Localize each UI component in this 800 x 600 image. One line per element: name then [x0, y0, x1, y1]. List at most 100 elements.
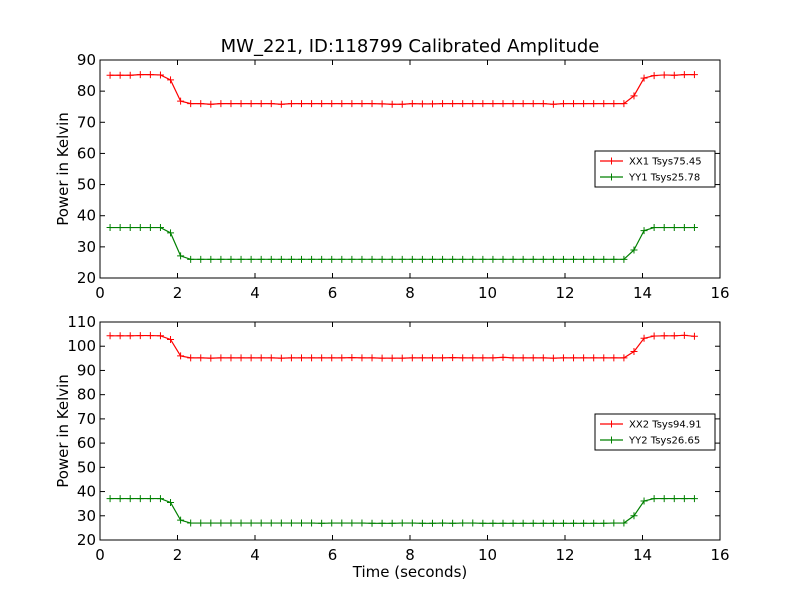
data-point-marker [338, 354, 346, 362]
data-point-marker [388, 255, 396, 263]
legend-label: XX1 Tsys75.45 [629, 157, 702, 168]
data-point-marker [459, 519, 467, 527]
data-point-marker [197, 519, 205, 527]
x-tick-label: 14 [633, 284, 652, 302]
data-point-marker [136, 332, 144, 340]
x-tick-label: 0 [95, 284, 105, 302]
data-point-marker [287, 354, 295, 362]
bottom-plot: 0 2 4 6 8 10 12 14 16 20 30 40 50 60 70 80 90 100 110 Power… [54, 313, 730, 581]
data-point-marker [509, 255, 517, 263]
data-point-marker [559, 519, 567, 527]
data-point-marker [418, 255, 426, 263]
x-tick-label: 10 [478, 546, 497, 564]
data-point-marker [177, 352, 185, 360]
data-point-marker [277, 255, 285, 263]
data-point-marker [489, 255, 497, 263]
y-tick-label: 100 [67, 337, 96, 355]
data-point-marker [620, 519, 628, 527]
data-point-marker [408, 255, 416, 263]
y-tick-label: 40 [77, 483, 96, 501]
y-tick-label: 30 [77, 238, 96, 256]
data-point-marker [439, 354, 447, 362]
data-point-marker [308, 100, 316, 108]
data-point-marker [660, 71, 668, 79]
data-point-marker [469, 519, 477, 527]
data-point-marker [187, 100, 195, 108]
data-point-marker [156, 332, 164, 340]
data-point-marker [680, 71, 688, 79]
data-point-marker [570, 255, 578, 263]
data-point-marker [156, 224, 164, 232]
data-point-marker [449, 354, 457, 362]
series-yy1-tsys25-78 [106, 224, 698, 263]
data-point-marker [167, 335, 175, 343]
data-point-marker [418, 100, 426, 108]
data-point-marker [318, 100, 326, 108]
y-tick-label: 40 [77, 207, 96, 225]
legend-marker [608, 173, 615, 181]
x-tick-label: 2 [173, 546, 183, 564]
data-point-marker [650, 72, 658, 80]
data-point-marker [116, 332, 124, 340]
data-point-marker [106, 224, 114, 232]
legend-marker [608, 436, 615, 444]
data-point-marker [469, 354, 477, 362]
data-point-marker [257, 519, 265, 527]
y-tick-label: 110 [67, 313, 96, 331]
data-point-marker [197, 354, 205, 362]
data-point-marker [529, 354, 537, 362]
data-point-marker [459, 255, 467, 263]
data-point-marker [106, 71, 114, 79]
x-tick-label: 12 [555, 284, 574, 302]
data-point-marker [670, 224, 678, 232]
y-tick-label: 70 [77, 113, 96, 131]
data-point-marker [197, 100, 205, 108]
data-point-marker [398, 100, 406, 108]
data-point-marker [539, 354, 547, 362]
data-point-marker [348, 519, 356, 527]
data-point-marker [116, 71, 124, 79]
x-tick-label: 0 [95, 546, 105, 564]
data-point-marker [499, 255, 507, 263]
data-point-marker [620, 354, 628, 362]
data-point-marker [156, 495, 164, 503]
data-point-marker [640, 497, 648, 505]
x-tick-label: 2 [173, 284, 183, 302]
data-point-marker [217, 354, 225, 362]
data-point-marker [378, 354, 386, 362]
data-point-marker [116, 495, 124, 503]
data-point-marker [338, 255, 346, 263]
data-point-marker [559, 100, 567, 108]
data-point-marker [428, 519, 436, 527]
data-point-marker [136, 71, 144, 79]
data-point-marker [298, 255, 305, 263]
data-point-marker [529, 100, 537, 108]
data-point-marker [610, 100, 618, 108]
data-point-marker [549, 354, 557, 362]
x-tick-label: 10 [478, 284, 497, 302]
legend-box [594, 150, 716, 188]
data-point-marker [217, 519, 225, 527]
data-point-marker [146, 495, 154, 503]
data-point-marker [287, 255, 295, 263]
x-tick-label: 14 [633, 546, 652, 564]
data-point-marker [177, 516, 185, 524]
data-point-marker [267, 519, 275, 527]
data-point-marker [378, 100, 386, 108]
data-point-marker [630, 246, 638, 254]
data-point-marker [207, 519, 215, 527]
data-point-marker [187, 255, 195, 263]
data-point-marker [308, 255, 316, 263]
data-point-marker [207, 255, 215, 263]
data-point-marker [519, 354, 527, 362]
data-point-marker [257, 255, 265, 263]
data-point-marker [580, 354, 588, 362]
data-point-marker [660, 332, 668, 340]
data-point-marker [348, 255, 356, 263]
data-point-marker [126, 332, 134, 340]
data-point-marker [519, 519, 527, 527]
x-tick-label: 8 [405, 284, 415, 302]
data-point-marker [358, 100, 366, 108]
data-point-marker [227, 255, 235, 263]
